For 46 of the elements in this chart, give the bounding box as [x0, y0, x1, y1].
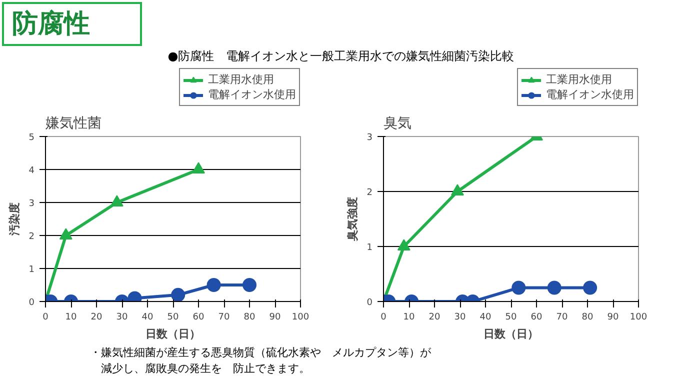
x-tick-label: 70: [556, 312, 568, 322]
x-tick-label: 0: [42, 312, 49, 322]
x-axis-title: 日数（日）: [146, 328, 200, 340]
y-tick-label: 0: [28, 298, 35, 308]
legend-label: 工業用水使用: [208, 72, 274, 87]
x-tick-label: 20: [428, 312, 440, 322]
y-tick-label: 1: [28, 265, 35, 275]
legend-label: 電解イオン水使用: [546, 87, 634, 102]
legend-label: 電解イオン水使用: [208, 87, 296, 102]
x-tick-label: 30: [454, 312, 466, 322]
text: ・嫌気性細菌が産生する悪臭物質（硫化水素や メルカプタン等）が: [90, 346, 431, 359]
x-tick-label: 50: [167, 312, 179, 322]
x-tick-label: 40: [480, 312, 492, 322]
x-tick-label: 70: [218, 312, 230, 322]
legend-label: 工業用水使用: [546, 72, 612, 87]
x-tick-label: 90: [607, 312, 619, 322]
text: ●防腐性 電解イオン水と一般工業用水での嫌気性細菌汚染比較: [168, 48, 514, 65]
x-tick-label: 80: [582, 312, 594, 322]
x-tick-label: 80: [244, 312, 256, 322]
x-tick-label: 60: [530, 312, 542, 322]
x-tick-label: 60: [192, 312, 204, 322]
x-axis-title: 日数（日）: [484, 328, 538, 340]
y-tick-label: 1: [366, 243, 373, 253]
y-tick-label: 3: [28, 199, 35, 209]
x-tick-label: 0: [380, 312, 387, 322]
y-tick-label: 3: [366, 133, 373, 143]
x-tick-label: 100: [630, 312, 648, 322]
x-tick-label: 10: [65, 312, 77, 322]
y-tick-label: 2: [28, 232, 35, 242]
y-axis-title: 汚染度: [8, 202, 21, 236]
x-tick-label: 100: [292, 312, 310, 322]
y-tick-label: 5: [28, 133, 35, 143]
text: 減少し、腐敗臭の発生を 防止できます。: [101, 362, 310, 375]
y-axis-title: 臭気強度: [346, 197, 359, 242]
x-tick-label: 50: [505, 312, 517, 322]
x-tick-label: 90: [269, 312, 281, 322]
y-tick-label: 2: [366, 188, 373, 198]
text: 防腐性: [12, 8, 90, 41]
chart-title: 臭気: [384, 116, 412, 132]
x-tick-label: 40: [142, 312, 154, 322]
x-tick-label: 30: [116, 312, 128, 322]
chart-title: 嫌気性菌: [46, 116, 102, 132]
x-tick-label: 10: [403, 312, 415, 322]
x-tick-label: 20: [90, 312, 102, 322]
y-tick-label: 0: [366, 298, 373, 308]
y-tick-label: 4: [28, 166, 35, 176]
